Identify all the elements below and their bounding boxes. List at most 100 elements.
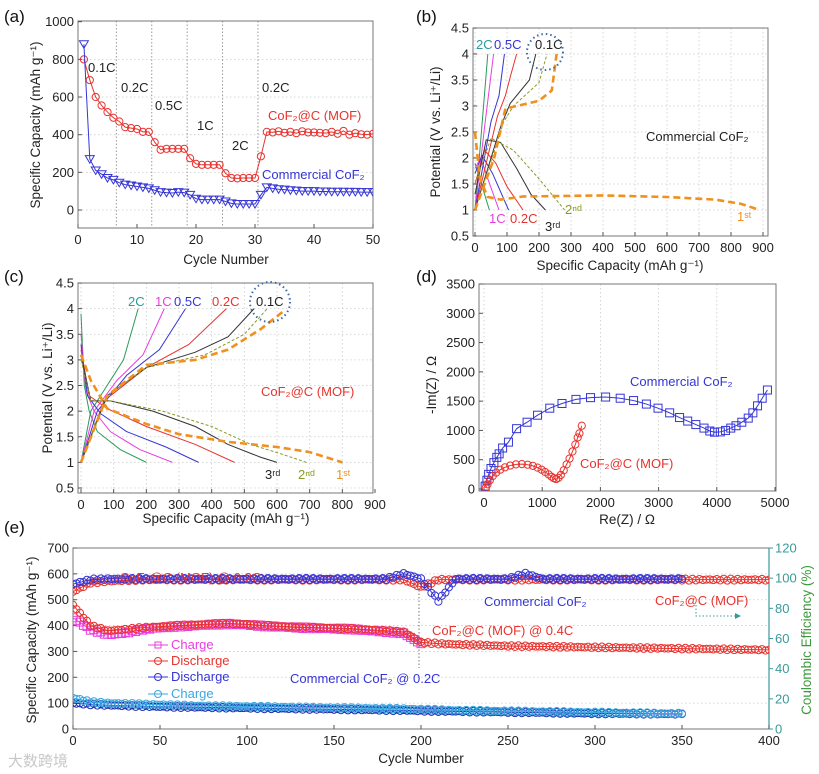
- x-tick-label: 400: [592, 240, 614, 255]
- plot-frame: [77, 282, 374, 494]
- x-tick-label: 700: [299, 497, 321, 512]
- plot-frame: [77, 20, 374, 229]
- data-point: [167, 189, 178, 199]
- data-point: [726, 423, 736, 433]
- y-tick-label: 500: [453, 452, 475, 467]
- y-tick-label: 3: [67, 352, 74, 367]
- series-0-2c-charge-line: [474, 53, 518, 211]
- data-point: [237, 199, 249, 209]
- x-tick-label: 0: [74, 232, 81, 247]
- y-tick-label: 400: [52, 127, 74, 142]
- series-2nd-discharge-line: [474, 137, 565, 211]
- data-point: [665, 408, 675, 418]
- data-point: [292, 129, 301, 138]
- chart-d: 0 1000 2000 3000 4000 5000 0 500 1000 1500 2000 250…: [446, 277, 789, 511]
- y-tick-label: 0: [62, 722, 69, 737]
- series-1st-charge-line: [79, 310, 285, 463]
- b-rate-1c: 1C: [489, 211, 506, 226]
- data-point: [267, 184, 279, 194]
- data-point: [557, 398, 567, 408]
- legend-circle-icon: [154, 690, 162, 698]
- data-point: [308, 187, 320, 197]
- x-tick-label: 0: [69, 733, 76, 748]
- x-tick-label: 1000: [528, 495, 557, 510]
- e-commercial-ce-label: Commercial CoF₂: [484, 594, 587, 609]
- y-tick-label: 400: [47, 618, 69, 633]
- x-tick-label: 900: [364, 497, 386, 512]
- data-point: [250, 173, 260, 183]
- data-point: [517, 460, 526, 469]
- y2-tick-label: 0: [775, 722, 782, 737]
- x-tick-label: 0: [77, 497, 84, 512]
- data-point: [190, 194, 202, 204]
- e-xlabel: Cycle Number: [378, 751, 464, 766]
- series-0-5c-charge-line: [474, 53, 505, 211]
- b-cycle-3rd: 3ʳᵈ: [545, 219, 560, 234]
- y-tick-label: 3.5: [56, 327, 74, 342]
- data-point: [764, 645, 769, 654]
- plot-frame: [478, 283, 777, 492]
- x-tick-label: 50: [153, 733, 167, 748]
- data-point: [156, 145, 165, 154]
- series-0-5c-discharge-line: [80, 344, 199, 463]
- chart-b: 0 100 200 300 400 500 600 700 800 900 0.5 1 1.5 2 2.5 3…: [451, 21, 774, 256]
- e-mof-02c-label: CoF₂@C (MOF) @ 0.2C: [120, 570, 261, 585]
- c-cycle-1st: 1ˢᵗ: [336, 467, 351, 482]
- b-cycle-2nd: 2ⁿᵈ: [565, 202, 582, 217]
- data-point: [761, 576, 769, 585]
- c-rate-01c: 0.1C: [256, 294, 283, 309]
- data-point: [208, 195, 220, 205]
- y-tick-label: 3.5: [451, 73, 469, 88]
- x-tick-label: 600: [656, 240, 678, 255]
- d-mof-label: CoF₂@C (MOF): [580, 456, 673, 471]
- series-layer: [473, 53, 761, 212]
- x-tick-label: 900: [752, 240, 774, 255]
- c-title: CoF₂@C (MOF): [261, 384, 354, 399]
- e-mof-ce-label: CoF₂@C (MOF): [655, 593, 748, 608]
- data-point: [363, 130, 372, 139]
- data-point: [215, 160, 224, 169]
- data-point: [115, 117, 124, 126]
- y-tick-label: 2500: [446, 335, 475, 350]
- y-tick-label: 200: [52, 165, 74, 180]
- y2-tick-label: 40: [775, 661, 789, 676]
- y-tick-label: 1000: [45, 14, 74, 29]
- a-rate-label: 0.1C: [88, 60, 115, 75]
- x-tick-label: 150: [323, 733, 345, 748]
- data-point: [500, 463, 510, 472]
- data-point: [155, 188, 166, 198]
- y2-tick-label: 20: [775, 691, 789, 706]
- c-rate-02c: 0.2C: [212, 294, 239, 309]
- y-tick-label: 2.5: [56, 378, 74, 393]
- data-point: [512, 424, 522, 434]
- y-tick-label: 3: [462, 99, 469, 114]
- data-point: [573, 433, 582, 442]
- y2-tick-label: 60: [775, 631, 789, 646]
- data-point: [280, 128, 289, 137]
- data-point: [344, 187, 355, 197]
- data-point: [245, 173, 254, 183]
- data-point: [249, 199, 261, 209]
- series-0-5c-discharge-line: [474, 154, 510, 211]
- e-arrow-head: [735, 613, 741, 619]
- data-point: [498, 443, 508, 453]
- series-3rd-charge-line: [474, 53, 537, 211]
- data-point: [743, 413, 753, 423]
- data-point: [180, 144, 189, 153]
- data-point: [368, 129, 373, 138]
- panel-label-b: (b): [416, 7, 437, 26]
- e-y2label: Coulombic Efficiency (%): [799, 565, 814, 715]
- y-tick-label: 2.5: [451, 125, 469, 140]
- data-point: [227, 173, 236, 183]
- series-1c-discharge-line: [474, 156, 500, 211]
- d-ylabel: -Im(Z) / Ω: [424, 356, 439, 414]
- data-point: [174, 144, 183, 153]
- e-arrow-dotted: [695, 605, 735, 617]
- data-point: [162, 144, 171, 153]
- e-commercial-02c-label: Commercial CoF₂ @ 0.2C: [290, 671, 440, 686]
- data-point: [556, 470, 565, 480]
- data-point: [565, 454, 574, 463]
- data-point: [413, 574, 422, 583]
- y-tick-label: 4: [462, 47, 469, 62]
